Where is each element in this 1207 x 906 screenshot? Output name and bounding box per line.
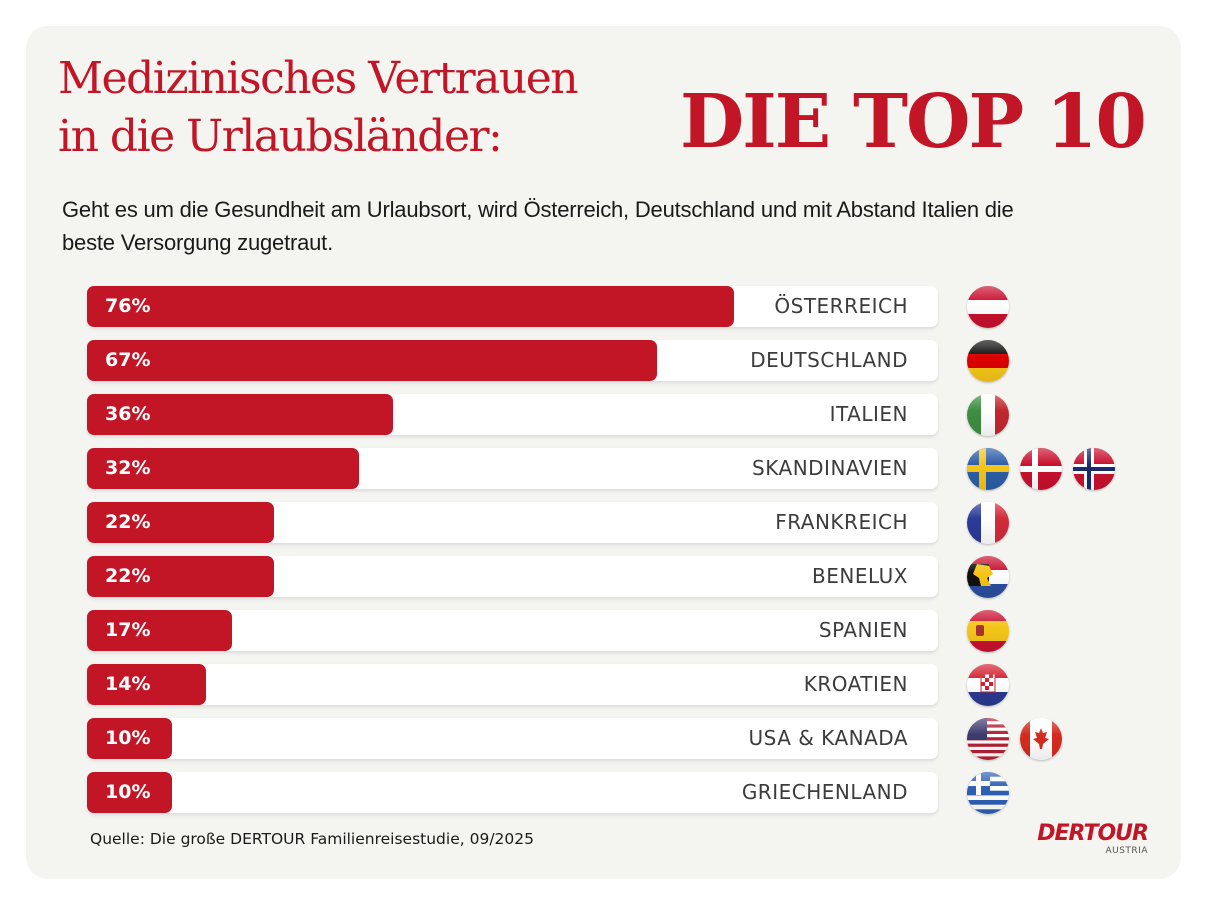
bar-benelux <box>87 556 275 597</box>
category-label: BENELUX <box>812 564 908 588</box>
category-label: ITALIEN <box>829 402 908 426</box>
value-label: 10% <box>105 727 151 749</box>
flag-norway-icon <box>1073 448 1115 490</box>
value-label: 67% <box>105 349 151 371</box>
bar-row-italien: 36% ITALIEN <box>87 394 1187 436</box>
bar-griechenland <box>87 772 173 813</box>
dertour-logo: DERTOUR AUSTRIA <box>1036 821 1149 857</box>
flag-usa-icon <box>967 718 1009 760</box>
flag-group <box>967 502 1009 544</box>
value-label: 22% <box>105 565 151 587</box>
category-label: DEUTSCHLAND <box>750 348 908 372</box>
category-label: USA & KANADA <box>748 726 908 750</box>
bar-track <box>87 664 938 705</box>
bar-spanien <box>87 610 232 651</box>
flag-group <box>967 718 1062 760</box>
bar-row-kroatien: 14% KROATIEN <box>87 664 1187 706</box>
logo-subtext: AUSTRIA <box>1105 846 1148 856</box>
chart-title-top10: DIE TOP 10 <box>680 79 1147 165</box>
bar-frankreich <box>87 502 275 543</box>
bar-skandinavien <box>87 448 360 489</box>
flag-group <box>967 556 1009 598</box>
flag-group <box>967 772 1009 814</box>
flag-group <box>967 664 1009 706</box>
bar-usa-kanada <box>87 718 173 759</box>
bar-row-benelux: 22% BENELUX <box>87 556 1187 598</box>
flag-croatia-icon <box>967 664 1009 706</box>
flag-group <box>967 340 1009 382</box>
bar-row-deutschland: 67% DEUTSCHLAND <box>87 340 1187 382</box>
value-label: 10% <box>105 781 151 803</box>
logo-wordmark: DERTOUR <box>1037 821 1149 846</box>
category-label: KROATIEN <box>803 672 908 696</box>
bar-italien <box>87 394 394 435</box>
source-note: Quelle: Die große DERTOUR Familienreises… <box>90 830 534 848</box>
flag-france-icon <box>967 502 1009 544</box>
value-label: 22% <box>105 511 151 533</box>
flag-austria-icon <box>967 286 1009 328</box>
chart-subtitle: Geht es um die Gesundheit am Urlaubsort,… <box>62 197 1014 255</box>
bar-chart: 76% ÖSTERREICH 67% DEUTSCHLAND 36% ITALIEN 32%… <box>87 286 1187 826</box>
category-label: FRANKREICH <box>775 510 908 534</box>
flag-canada-icon <box>1020 718 1062 760</box>
bar-row-usa-kanada: 10% USA & KANADA <box>87 718 1187 760</box>
value-label: 17% <box>105 619 151 641</box>
flag-greece-icon <box>967 772 1009 814</box>
flag-germany-icon <box>967 340 1009 382</box>
bar-deutschland <box>87 340 658 381</box>
flag-denmark-icon <box>1020 448 1062 490</box>
flag-group <box>967 394 1009 436</box>
flag-group <box>967 286 1009 328</box>
value-label: 76% <box>105 295 151 317</box>
flag-spain-icon <box>967 610 1009 652</box>
bar-row-sterreich: 76% ÖSTERREICH <box>87 286 1187 328</box>
category-label: SPANIEN <box>818 618 908 642</box>
bar-kroatien <box>87 664 207 705</box>
category-label: SKANDINAVIEN <box>752 456 908 480</box>
flag-benelux-icon <box>967 556 1009 598</box>
category-label: ÖSTERREICH <box>774 294 908 318</box>
flag-italy-icon <box>967 394 1009 436</box>
bar-row-frankreich: 22% FRANKREICH <box>87 502 1187 544</box>
chart-title: Medizinisches Vertrauen in die Urlaubslä… <box>58 53 579 162</box>
bar-row-spanien: 17% SPANIEN <box>87 610 1187 652</box>
flag-group <box>967 610 1009 652</box>
value-label: 36% <box>105 403 151 425</box>
bar-row-griechenland: 10% GRIECHENLAND <box>87 772 1187 814</box>
bar-row-skandinavien: 32% SKANDINAVIEN <box>87 448 1187 490</box>
category-label: GRIECHENLAND <box>741 780 908 804</box>
flag-sweden-icon <box>967 448 1009 490</box>
bar-track <box>87 718 938 759</box>
flag-group <box>967 448 1115 490</box>
value-label: 32% <box>105 457 151 479</box>
value-label: 14% <box>105 673 151 695</box>
bar-track <box>87 772 938 813</box>
bar-sterreich <box>87 286 734 327</box>
